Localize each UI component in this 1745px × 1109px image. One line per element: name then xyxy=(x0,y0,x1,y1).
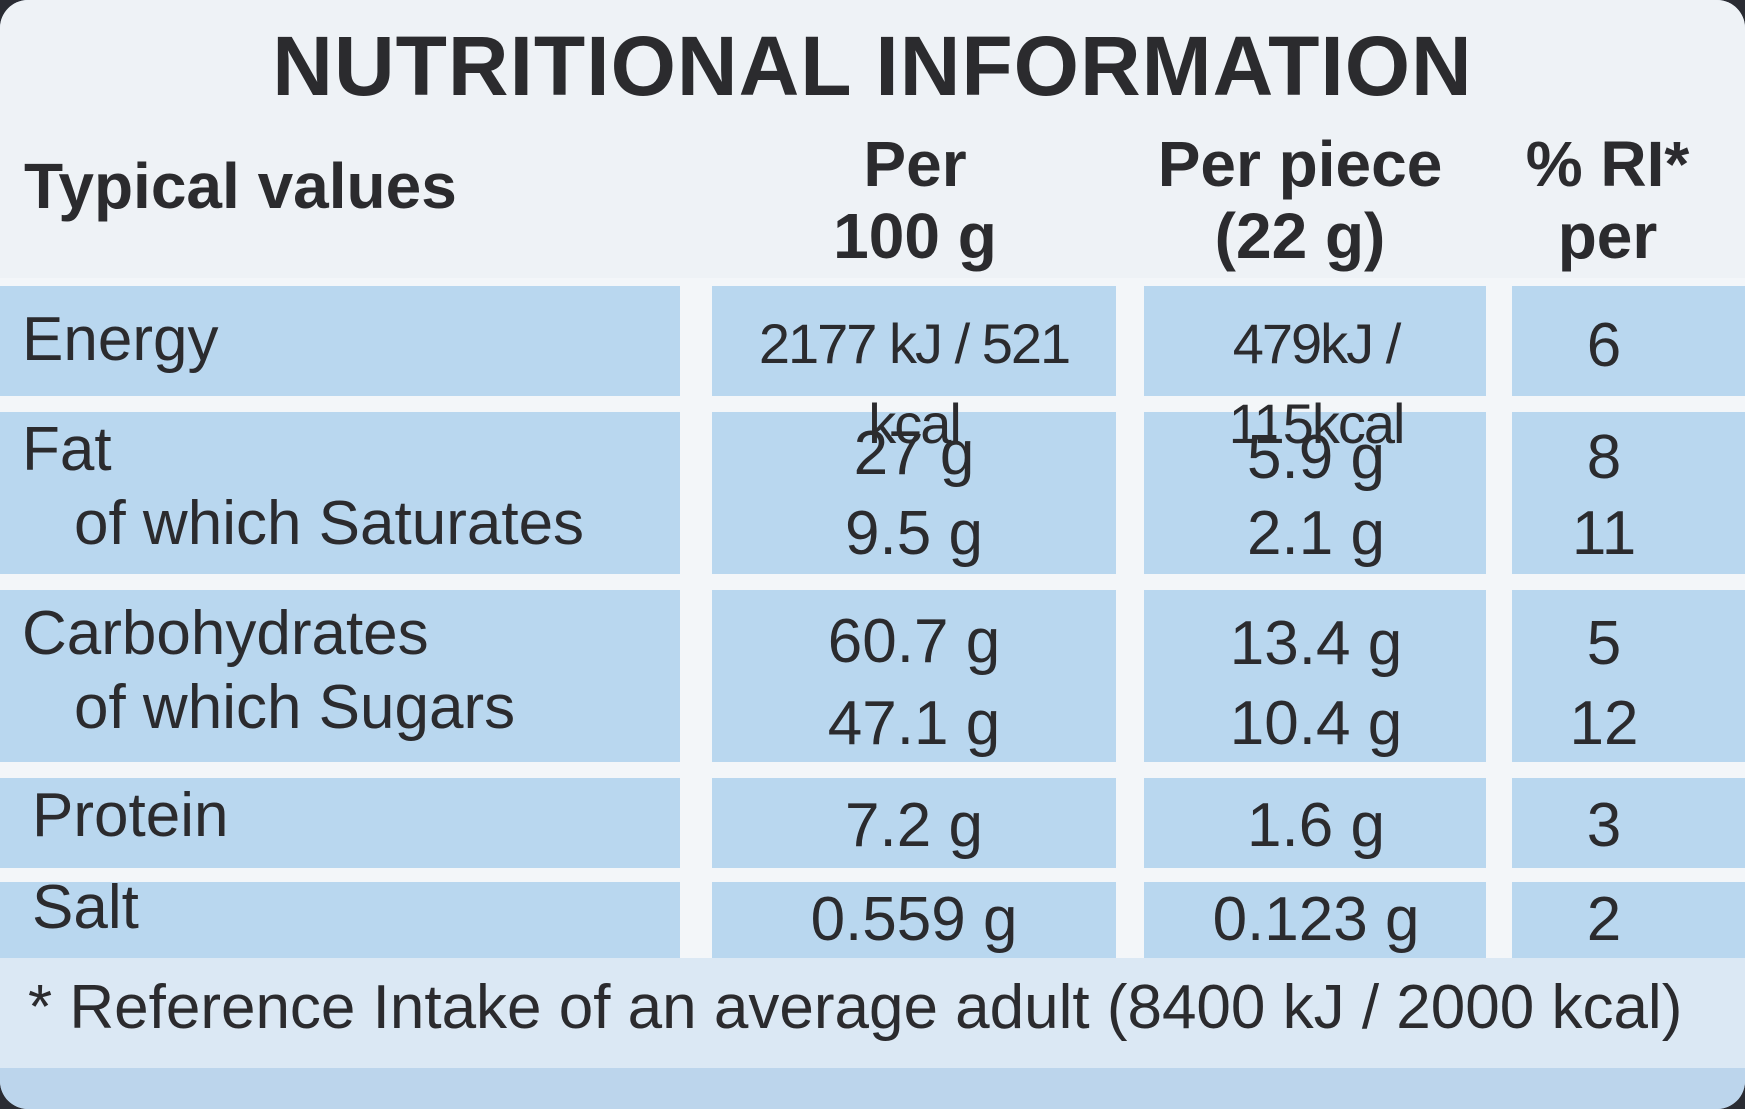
value-saturates-ri: 11 xyxy=(1571,499,1637,568)
cell-fat-ri xyxy=(1512,412,1745,574)
cell-energy-per100 xyxy=(712,286,1116,396)
cell-protein-label xyxy=(0,778,680,868)
value-energy-perpiece: 479kJ / 115kcal xyxy=(1228,312,1406,455)
cell-salt-per100 xyxy=(712,882,1116,958)
header-per-piece: Per piece (22 g) xyxy=(1140,128,1460,272)
header-panel xyxy=(0,0,1745,278)
cell-energy-perpiece xyxy=(1144,286,1486,396)
value-salt-ri: 2 xyxy=(1586,885,1622,954)
value-carbohydrates-per100: 60.7 g xyxy=(827,607,1001,676)
cell-energy-label xyxy=(0,286,680,396)
cell-carbs-ri xyxy=(1512,590,1745,762)
cell-salt-label xyxy=(0,882,680,958)
value-carbohydrates-perpiece: 13.4 g xyxy=(1229,609,1403,678)
value-protein-per100: 7.2 g xyxy=(845,791,983,860)
cell-fat-per100 xyxy=(712,412,1116,574)
header-per-piece-line1: Per piece xyxy=(1157,128,1443,200)
value-saturates-per100: 9.5 g xyxy=(845,499,983,568)
header-per-100g-line2: 100 g xyxy=(833,200,997,272)
cell-fat-perpiece xyxy=(1144,412,1486,574)
row-label-saturates: of which Saturates xyxy=(74,489,585,558)
header-per-100g-line1: Per xyxy=(863,128,967,200)
bottom-border xyxy=(0,1068,1745,1109)
value-sugars-per100: 47.1 g xyxy=(827,689,1001,758)
row-label-fat: Fat xyxy=(22,415,112,484)
row-label-energy: Energy xyxy=(22,305,219,374)
row-label-carbohydrates: Carbohydrates xyxy=(22,599,429,668)
value-fat-ri: 8 xyxy=(1586,423,1622,492)
header-per-100g: Per 100 g xyxy=(710,128,1120,272)
value-protein-perpiece: 1.6 g xyxy=(1247,791,1385,860)
cell-salt-perpiece xyxy=(1144,882,1486,958)
value-carbohydrates-ri: 5 xyxy=(1586,609,1622,678)
row-label-sugars: of which Sugars xyxy=(74,673,516,742)
reference-intake-footnote: * Reference Intake of an average adult (… xyxy=(28,973,1683,1042)
cell-carbs-label xyxy=(0,590,680,762)
value-salt-per100: 0.559 g xyxy=(810,885,1018,954)
table-title: NUTRITIONAL INFORMATION xyxy=(272,19,1473,113)
cell-salt-ri xyxy=(1512,882,1745,958)
footnote-panel xyxy=(0,958,1745,1068)
header-ri-line1: % RI* per xyxy=(1525,128,1690,272)
value-sugars-ri: 12 xyxy=(1569,689,1639,758)
value-saturates-perpiece: 2.1 g xyxy=(1247,499,1385,568)
header-per-piece-line2: (22 g) xyxy=(1214,200,1386,272)
header-typical-values: Typical values xyxy=(24,150,457,222)
cell-energy-ri xyxy=(1512,286,1745,396)
value-energy-per100: 2177 kJ / 521 kcal xyxy=(758,312,1071,455)
row-label-salt: Salt xyxy=(32,873,139,942)
value-fat-perpiece: 5.9 g xyxy=(1247,423,1385,492)
cell-protein-ri xyxy=(1512,778,1745,868)
value-energy-ri: 6 xyxy=(1586,311,1622,380)
value-protein-ri: 3 xyxy=(1586,791,1622,860)
cell-fat-label xyxy=(0,412,680,574)
row-label-protein: Protein xyxy=(32,781,229,850)
value-fat-per100: 27 g xyxy=(853,419,975,488)
cell-carbs-per100 xyxy=(712,590,1116,762)
cell-protein-perpiece xyxy=(1144,778,1486,868)
cell-protein-per100 xyxy=(712,778,1116,868)
cell-carbs-perpiece xyxy=(1144,590,1486,762)
value-sugars-perpiece: 10.4 g xyxy=(1229,689,1403,758)
value-salt-perpiece: 0.123 g xyxy=(1212,885,1420,954)
